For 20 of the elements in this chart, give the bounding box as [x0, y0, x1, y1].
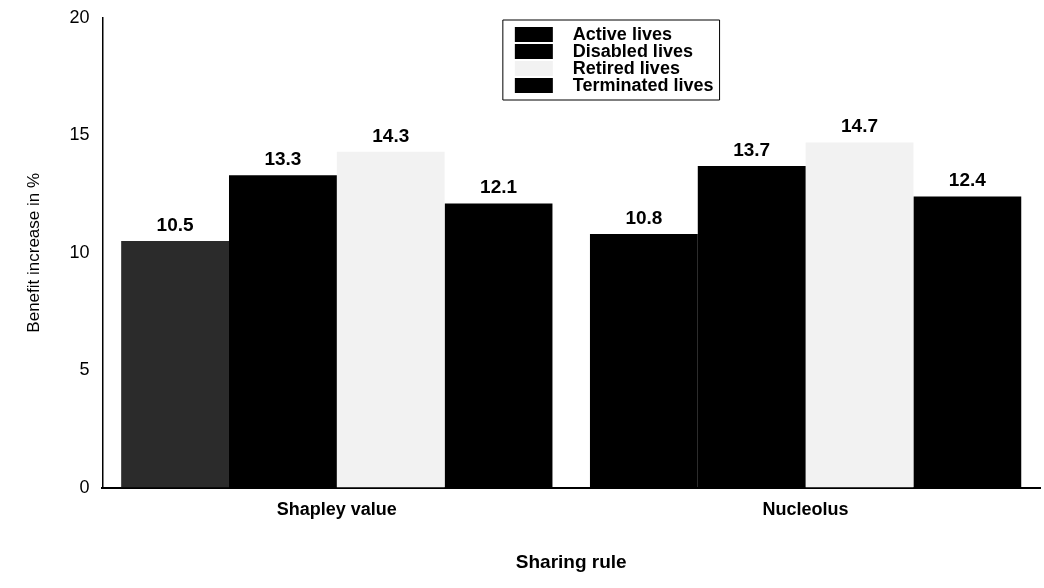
- y-tick-label: 5: [79, 359, 90, 380]
- y-tick-label: 20: [69, 6, 90, 27]
- x-axis-title: Sharing rule: [515, 550, 627, 572]
- y-tick-label: 15: [69, 124, 90, 145]
- data-label: 14.7: [841, 115, 879, 137]
- y-tick-label: 10: [69, 241, 90, 262]
- data-label: 10.8: [625, 206, 663, 228]
- x-tick-label: Shapley value: [276, 499, 397, 520]
- x-tick-label: Nucleolus: [762, 499, 849, 520]
- y-tick-label: 0: [79, 476, 90, 497]
- data-label: 12.1: [480, 176, 518, 198]
- data-label: 14.3: [372, 124, 410, 146]
- bar: [121, 241, 229, 488]
- data-label: 10.5: [156, 213, 194, 235]
- data-label: 13.7: [733, 138, 771, 160]
- bar: [805, 142, 914, 488]
- data-label: 13.3: [264, 148, 302, 170]
- y-axis-title: Benefit increase in %: [23, 172, 43, 333]
- bar: [336, 151, 445, 488]
- data-label: 12.4: [948, 169, 987, 191]
